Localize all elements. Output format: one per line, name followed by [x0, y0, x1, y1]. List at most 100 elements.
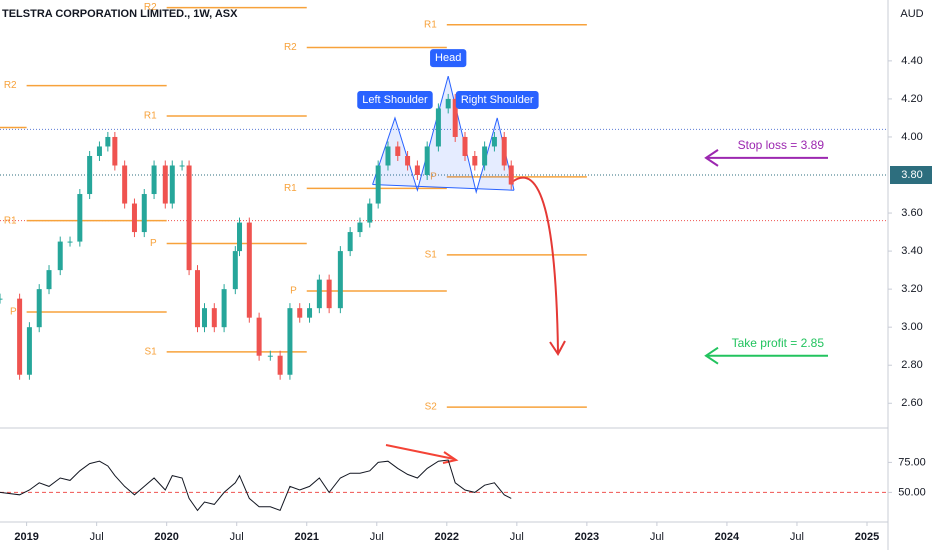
- candle-body: [357, 222, 363, 233]
- x-tick-label: 2025: [855, 531, 879, 543]
- candle-body: [297, 308, 303, 318]
- candle-body: [17, 298, 23, 375]
- pivot-label: R1: [424, 19, 437, 30]
- candle-body: [131, 203, 137, 233]
- rsi-tick-label: 50.00: [898, 486, 926, 498]
- candle-body: [367, 203, 373, 223]
- candle-body: [46, 270, 52, 290]
- pattern-label-box: [430, 49, 467, 68]
- chart-title: TELSTRA CORPORATION LIMITED., 1W, ASX: [2, 8, 238, 20]
- candle-body: [186, 165, 192, 271]
- pivot-label: P: [430, 172, 437, 183]
- x-tick-label: Jul: [790, 531, 804, 543]
- x-tick-label: 2020: [154, 531, 178, 543]
- pivot-label: S1: [425, 250, 438, 261]
- candle-body: [112, 136, 118, 166]
- divergence-arrow-head: [442, 451, 459, 464]
- candle-body: [57, 241, 63, 271]
- y-tick-label: 3.60: [901, 207, 922, 219]
- x-tick-label: 2021: [294, 531, 318, 543]
- candle-body: [179, 165, 185, 167]
- candle-body: [287, 308, 293, 375]
- x-tick-label: Jul: [230, 531, 244, 543]
- pattern-neckline: [372, 184, 515, 191]
- y-tick-label: 3.40: [901, 245, 922, 257]
- candle-body: [237, 222, 243, 252]
- candle-body: [211, 308, 217, 328]
- pivot-label: R2: [284, 42, 297, 53]
- rsi-line: [0, 459, 512, 512]
- candle-body: [277, 355, 283, 375]
- candle-body: [501, 136, 507, 166]
- candle-body: [424, 146, 430, 176]
- pivot-label: P: [10, 307, 17, 318]
- candle-body: [151, 165, 157, 195]
- projection-arrow: [511, 176, 559, 353]
- candle-body: [472, 155, 478, 166]
- candle-body: [375, 165, 381, 204]
- candle-body: [169, 165, 175, 204]
- candle-body: [385, 146, 391, 166]
- last-price-box: [890, 166, 932, 185]
- candle-body: [36, 289, 42, 328]
- x-tick-label: Jul: [510, 531, 524, 543]
- y-tick-label: 2.80: [901, 359, 922, 371]
- candle-body: [395, 146, 401, 156]
- candle-body: [77, 194, 83, 242]
- candle-body: [326, 279, 332, 309]
- y-tick-label: 4.20: [901, 93, 922, 105]
- last-price-label: 3.80: [901, 169, 922, 181]
- x-tick-label: Jul: [90, 531, 104, 543]
- candle-body: [221, 289, 227, 328]
- x-tick-label: Jul: [370, 531, 384, 543]
- candle-body: [122, 165, 128, 204]
- candle-body: [87, 155, 93, 195]
- pattern-label: Head: [435, 52, 461, 64]
- candle-body: [0, 298, 3, 300]
- candle-body: [67, 241, 73, 243]
- pivot-label: R1: [284, 183, 297, 194]
- pivot-label: S2: [425, 402, 438, 413]
- candle-body: [337, 251, 343, 309]
- pivot-label: R2: [4, 80, 17, 91]
- y-tick-label: 3.00: [901, 321, 922, 333]
- candle-body: [462, 136, 468, 156]
- y-tick-label: 4.40: [901, 55, 922, 67]
- y-tick-label: 2.60: [901, 397, 922, 409]
- rsi-tick-label: 75.00: [898, 456, 926, 468]
- pivot-label: P: [290, 286, 297, 297]
- candle-body: [246, 222, 252, 318]
- pivot-label: R2: [144, 2, 157, 13]
- x-tick-label: 2024: [715, 531, 740, 543]
- candle-body: [307, 308, 313, 318]
- candle-body: [232, 251, 238, 290]
- annotation-arrow-head: [704, 346, 719, 365]
- pattern-label: Left Shoulder: [362, 94, 428, 106]
- annotation-arrow-head: [704, 149, 719, 167]
- candle-body: [405, 155, 411, 166]
- x-tick-label: 2022: [435, 531, 459, 543]
- candle-body: [435, 108, 441, 147]
- candle-body: [491, 136, 497, 147]
- y-tick-label: 4.00: [901, 131, 922, 143]
- candle-body: [452, 98, 458, 137]
- candle-body: [26, 327, 32, 375]
- pivot-label: P: [150, 238, 157, 249]
- candle-body: [201, 308, 207, 328]
- candle-body: [194, 270, 200, 328]
- candle-body: [316, 279, 322, 309]
- pattern-line: [372, 75, 515, 195]
- pivot-label: R1: [4, 215, 17, 226]
- candle-body: [347, 232, 353, 252]
- candle-body: [414, 165, 420, 176]
- y-tick-label: 3.20: [901, 283, 922, 295]
- annotation-text: Take profit = 2.85: [732, 336, 825, 350]
- candle-body: [482, 146, 488, 166]
- projection-arrow-head: [549, 340, 566, 356]
- annotation-text: Stop loss = 3.89: [738, 138, 825, 152]
- candle-body: [105, 136, 111, 147]
- x-tick-label: 2023: [575, 531, 599, 543]
- x-tick-label: Jul: [650, 531, 664, 543]
